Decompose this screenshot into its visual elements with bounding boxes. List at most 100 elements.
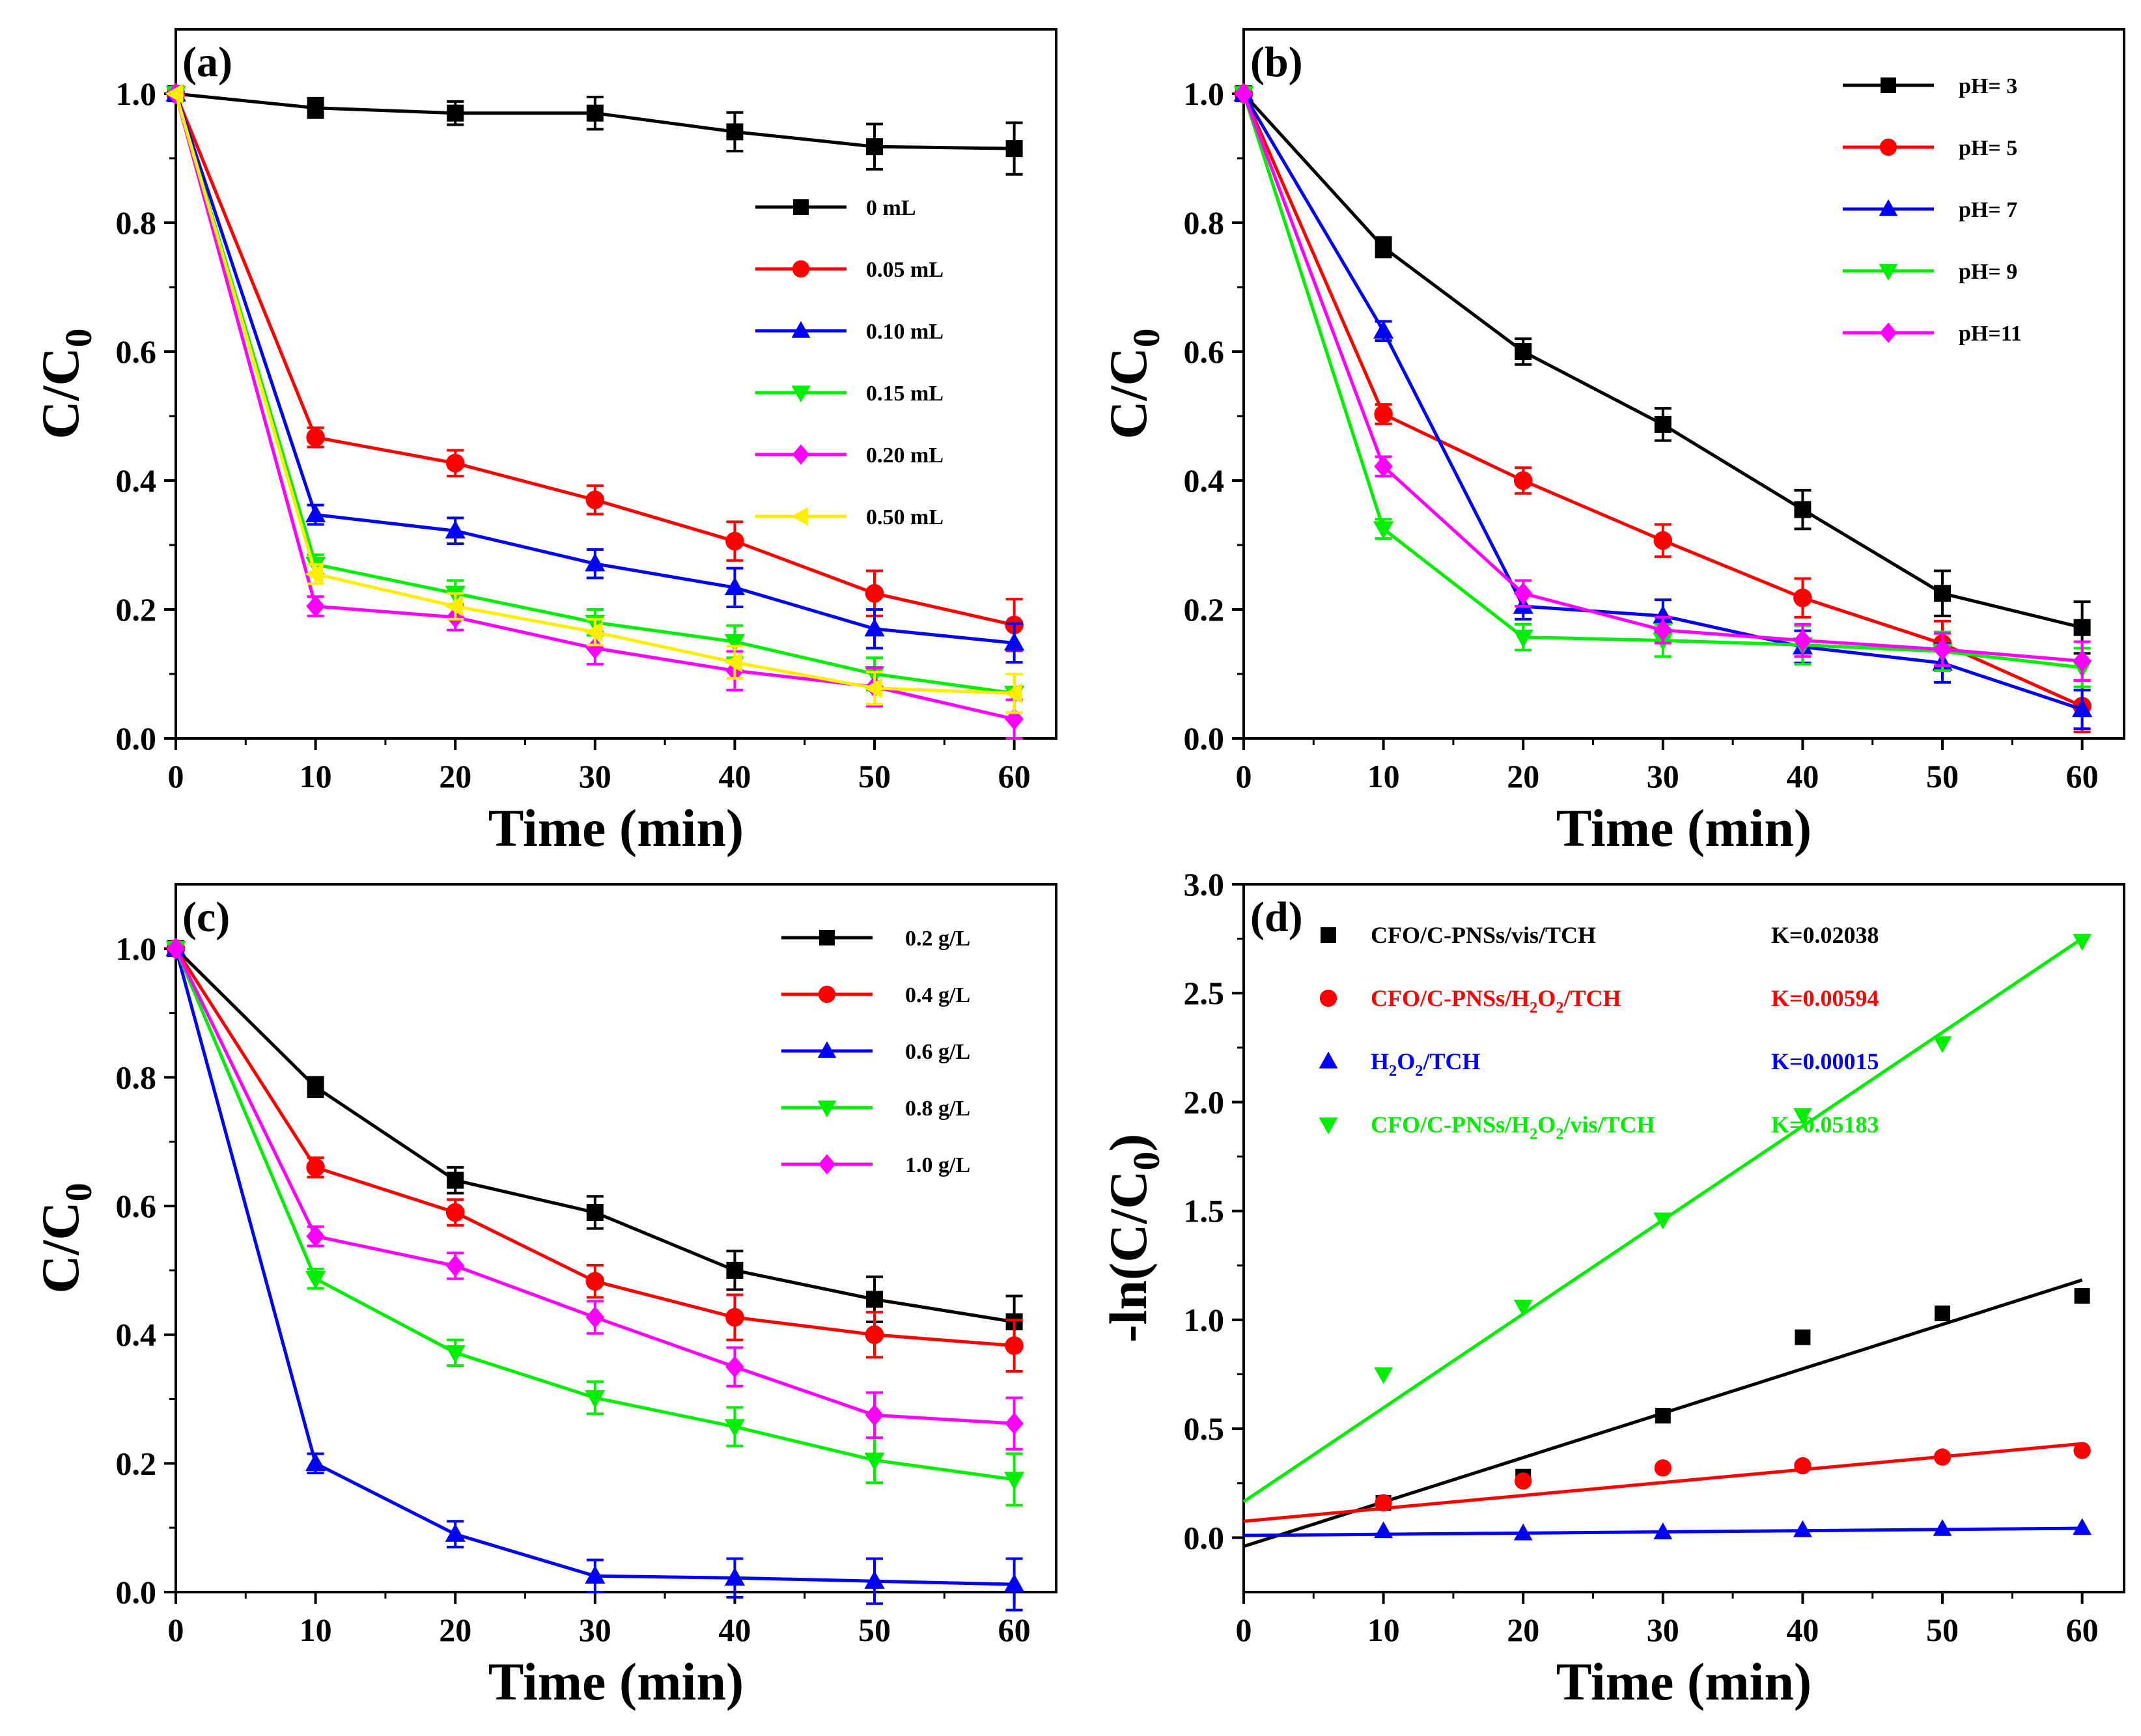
series-0 [1243, 1278, 2090, 1548]
legend-marker [1319, 1117, 1338, 1134]
data-point [724, 1567, 746, 1586]
data-point [585, 1306, 605, 1328]
data-point [1513, 1300, 1533, 1317]
y-axis-title-sub: 0 [57, 1183, 100, 1201]
x-tick-label: 10 [300, 1612, 332, 1648]
legend-label: H2O2/TCH [1371, 1048, 1481, 1080]
data-point [586, 1203, 604, 1221]
x-tick-label: 10 [1367, 1612, 1400, 1648]
legend-marker [818, 1154, 836, 1175]
x-tick-label: 10 [1367, 758, 1400, 794]
data-point [1653, 1212, 1673, 1230]
data-point [307, 99, 324, 117]
data-point [1375, 1494, 1392, 1512]
y-tick-label: 0.0 [116, 720, 157, 757]
data-point [1374, 404, 1393, 424]
data-point [585, 1272, 605, 1291]
data-point [1374, 1367, 1393, 1384]
y-axis-title-sub: 0 [1125, 1152, 1168, 1171]
data-point [1933, 638, 1952, 661]
data-point [1004, 632, 1025, 651]
x-tick-label: 30 [579, 1612, 611, 1648]
legend-label-part: CFO/C-PNSs/H [1371, 985, 1530, 1011]
data-point [305, 1271, 326, 1290]
legend-label: 0.10 mL [866, 320, 944, 344]
x-tick-label: 20 [1507, 758, 1539, 794]
legend: pH= 3 pH= 5 pH= 7 pH= 9 pH=11 [1843, 74, 2022, 346]
panel-label: (d) [1250, 893, 1303, 941]
legend-label-part: /vis/TCH [1563, 1112, 1655, 1138]
data-point [866, 1291, 884, 1308]
series-3 [1242, 934, 2092, 1504]
legend-marker [792, 260, 810, 278]
legend-marker [793, 199, 809, 215]
legend-marker [1881, 77, 1896, 93]
data-point [1513, 1523, 1533, 1541]
y-tick-label: 0.0 [1184, 720, 1225, 757]
data-point [2074, 1288, 2090, 1304]
y-tick-label: 0.6 [116, 1188, 157, 1224]
x-tick-label: 40 [1786, 1612, 1819, 1648]
data-point [444, 596, 463, 617]
legend-k-value: K=0.02038 [1771, 922, 1879, 948]
data-point [2073, 934, 2092, 951]
data-point [1933, 1036, 1952, 1054]
data-point [585, 490, 605, 509]
x-tick-label: 50 [1926, 758, 1959, 794]
legend-label-part: /TCH [1423, 1048, 1481, 1074]
data-point [2073, 650, 2092, 673]
plot-frame [175, 883, 1057, 1593]
data-point [445, 453, 465, 473]
y-tick-label: 3.0 [1184, 866, 1225, 903]
x-tick-label: 40 [1786, 758, 1819, 794]
legend-label: 0.20 mL [866, 443, 944, 468]
legend-marker [1319, 1052, 1338, 1069]
data-point [306, 1225, 325, 1248]
panel-c: 0 10 20 30 40 50 60 0.0 0.2 0.4 0.6 0.8 1.0 Time (min… [31, 883, 1057, 1711]
y-axis-title-sub: 0 [1125, 328, 1168, 347]
series-4 [1234, 83, 2092, 682]
y-axis-title: C/C0 [31, 1183, 100, 1293]
y-axis-title: C/C0 [31, 328, 100, 439]
data-point [725, 1308, 744, 1327]
data-point [1003, 683, 1022, 704]
data-point [1793, 1108, 1812, 1125]
legend-label: pH= 7 [1959, 198, 2017, 222]
plot-frame [1242, 883, 2125, 1593]
data-point [1513, 629, 1533, 648]
data-point [1515, 343, 1532, 360]
legend-marker [818, 985, 836, 1003]
data-point [305, 504, 326, 523]
data-point [724, 577, 746, 596]
data-point [585, 1565, 606, 1584]
data-point [1005, 140, 1023, 158]
fit-line [1243, 1442, 2082, 1523]
data-point [584, 622, 603, 643]
legend-marker [791, 321, 811, 338]
series-line [1242, 93, 2082, 663]
data-point [2072, 699, 2093, 718]
legend-marker [817, 1100, 837, 1117]
x-tick-label: 30 [1647, 758, 1679, 794]
x-tick-label: 0 [168, 1612, 184, 1648]
data-point [1794, 501, 1812, 518]
data-point [1004, 1573, 1025, 1592]
legend-k-value: K=0.00594 [1771, 985, 1879, 1011]
y-axis-title-main: -ln(C/C [1098, 1171, 1158, 1343]
legend-label-part: 2 [1530, 1125, 1537, 1143]
y-axis-title-sub: 0 [57, 328, 100, 347]
legend-label: 0.6 g/L [905, 1040, 970, 1064]
y-tick-label: 0.6 [1184, 333, 1225, 370]
legend-label-part: CFO/C-PNSs/vis/TCH [1371, 922, 1596, 948]
x-tick-label: 60 [998, 1612, 1031, 1648]
data-point [586, 104, 604, 122]
y-tick-label: 1.0 [1184, 1302, 1225, 1338]
x-tick-label: 20 [439, 1612, 471, 1648]
y-tick-label: 0.2 [116, 591, 157, 628]
legend-label: pH= 9 [1959, 260, 2017, 284]
y-tick-label: 0.2 [116, 1445, 157, 1481]
legend-marker [817, 1041, 837, 1058]
y-tick-label: 0.4 [116, 1317, 157, 1353]
data-point [866, 138, 884, 156]
series-2 [1243, 1518, 2092, 1541]
